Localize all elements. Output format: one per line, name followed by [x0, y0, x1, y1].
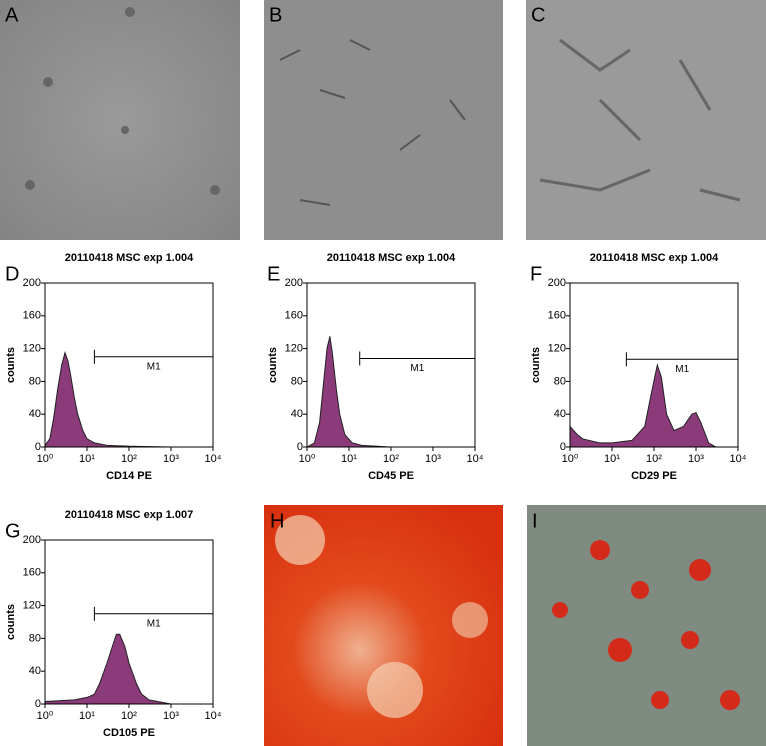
histogram-area	[305, 336, 475, 448]
gate-label: M1	[147, 361, 161, 372]
y-tick-label: 0	[35, 698, 41, 710]
x-tick-label: 10⁰	[299, 453, 316, 465]
image-c: C	[526, 0, 766, 240]
x-tick-label: 10¹	[79, 453, 95, 465]
gate-label: M1	[147, 618, 161, 629]
x-tick-label: 10⁰	[37, 453, 54, 465]
y-tick-label: 40	[29, 665, 41, 677]
image-h: H	[264, 505, 503, 746]
y-axis-label: counts	[5, 604, 17, 640]
x-tick-label: 10⁴	[467, 453, 484, 465]
y-tick-label: 120	[548, 343, 566, 355]
x-tick-label: 10²	[646, 453, 662, 465]
panel-label: B	[269, 4, 282, 26]
x-axis-label: CD105 PE	[103, 727, 155, 739]
chart-title: 20110418 MSC exp 1.004	[590, 252, 719, 264]
x-tick-label: 10²	[121, 453, 137, 465]
panel-label: D	[5, 263, 19, 285]
panel-label: A	[5, 4, 19, 26]
x-tick-label: 10³	[163, 710, 179, 722]
x-tick-label: 10¹	[79, 710, 95, 722]
panel-label: H	[270, 510, 284, 532]
y-axis-label: counts	[267, 347, 279, 383]
y-tick-label: 80	[554, 375, 566, 387]
chart-title: 20110418 MSC exp 1.004	[327, 252, 456, 264]
y-tick-label: 160	[285, 310, 303, 322]
y-tick-label: 80	[291, 375, 303, 387]
y-tick-label: 40	[554, 408, 566, 420]
y-tick-label: 120	[285, 343, 303, 355]
y-tick-label: 40	[29, 408, 41, 420]
y-tick-label: 200	[23, 534, 41, 546]
x-tick-label: 10⁰	[37, 710, 54, 722]
histogram-area	[44, 633, 213, 705]
histogram: 20110418 MSC exp 1.007 G 0 40 80 120 160 200 10⁰…	[5, 509, 222, 739]
x-tick-label: 10⁰	[562, 453, 579, 465]
y-axis-label: counts	[5, 347, 17, 383]
x-tick-label: 10⁴	[205, 710, 222, 722]
histogram: 20110418 MSC exp 1.004 D 0 40 80 120 160 200 10⁰…	[5, 252, 222, 482]
x-tick-label: 10³	[163, 453, 179, 465]
x-tick-label: 10⁴	[205, 453, 222, 465]
histogram: 20110418 MSC exp 1.004 E 0 40 80 120 160 200 10⁰…	[267, 252, 484, 482]
y-tick-label: 200	[285, 277, 303, 289]
panel-label: I	[532, 510, 538, 532]
y-tick-label: 0	[297, 441, 303, 453]
y-tick-label: 160	[23, 567, 41, 579]
y-tick-label: 200	[548, 277, 566, 289]
image-a: A	[0, 0, 240, 240]
image-b: B	[264, 0, 503, 240]
y-tick-label: 160	[23, 310, 41, 322]
x-tick-label: 10¹	[341, 453, 357, 465]
y-tick-label: 120	[23, 343, 41, 355]
x-axis-label: CD14 PE	[106, 470, 152, 482]
panel-label: E	[267, 263, 280, 285]
panel-label: G	[5, 520, 21, 542]
histogram-area	[569, 363, 738, 448]
y-tick-label: 200	[23, 277, 41, 289]
y-axis-label: counts	[530, 347, 542, 383]
y-tick-label: 80	[29, 375, 41, 387]
gate-label: M1	[675, 364, 689, 375]
chart-title: 20110418 MSC exp 1.007	[65, 509, 193, 521]
panel-label: F	[530, 263, 542, 285]
y-tick-label: 0	[560, 441, 566, 453]
y-tick-label: 160	[548, 310, 566, 322]
histogram-area	[44, 351, 213, 448]
y-tick-label: 120	[23, 600, 41, 612]
x-tick-label: 10¹	[604, 453, 620, 465]
chart-title: 20110418 MSC exp 1.004	[65, 252, 194, 264]
histogram: 20110418 MSC exp 1.004 F 0 40 80 120 160 200 10⁰…	[530, 252, 747, 482]
x-tick-label: 10⁴	[730, 453, 747, 465]
x-tick-label: 10³	[425, 453, 441, 465]
x-tick-label: 10²	[383, 453, 399, 465]
y-tick-label: 0	[35, 441, 41, 453]
x-tick-label: 10³	[688, 453, 704, 465]
y-tick-label: 80	[29, 632, 41, 644]
panel-label: C	[531, 4, 545, 26]
gate-label: M1	[410, 363, 424, 374]
y-tick-label: 40	[291, 408, 303, 420]
x-tick-label: 10²	[121, 710, 137, 722]
x-axis-label: CD45 PE	[368, 470, 414, 482]
image-i: I	[527, 505, 766, 746]
x-axis-label: CD29 PE	[631, 470, 677, 482]
